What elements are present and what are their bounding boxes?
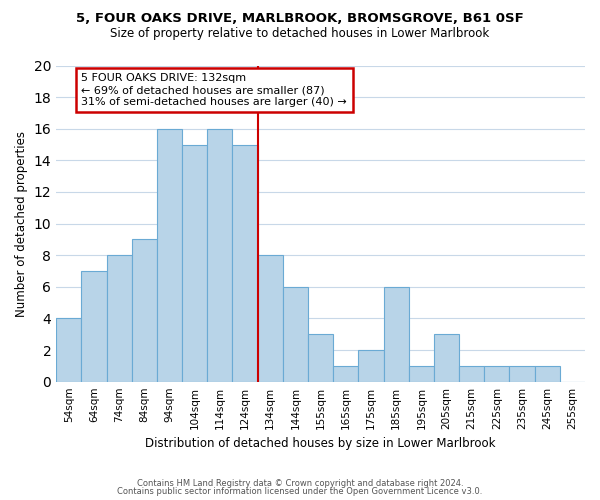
Bar — [56, 318, 82, 382]
Text: Size of property relative to detached houses in Lower Marlbrook: Size of property relative to detached ho… — [110, 28, 490, 40]
Bar — [283, 287, 308, 382]
Bar — [257, 255, 283, 382]
Bar — [383, 287, 409, 382]
Bar — [409, 366, 434, 382]
Bar — [333, 366, 358, 382]
Text: 5 FOUR OAKS DRIVE: 132sqm
← 69% of detached houses are smaller (87)
31% of semi-: 5 FOUR OAKS DRIVE: 132sqm ← 69% of detac… — [82, 74, 347, 106]
Bar — [107, 255, 132, 382]
Bar — [232, 144, 257, 382]
Bar — [358, 350, 383, 382]
Bar — [308, 334, 333, 382]
Bar — [157, 128, 182, 382]
Text: Contains public sector information licensed under the Open Government Licence v3: Contains public sector information licen… — [118, 487, 482, 496]
Bar — [459, 366, 484, 382]
Bar — [535, 366, 560, 382]
X-axis label: Distribution of detached houses by size in Lower Marlbrook: Distribution of detached houses by size … — [145, 437, 496, 450]
Bar — [182, 144, 207, 382]
Text: Contains HM Land Registry data © Crown copyright and database right 2024.: Contains HM Land Registry data © Crown c… — [137, 478, 463, 488]
Bar — [132, 240, 157, 382]
Bar — [207, 128, 232, 382]
Y-axis label: Number of detached properties: Number of detached properties — [15, 130, 28, 316]
Bar — [82, 271, 107, 382]
Text: 5, FOUR OAKS DRIVE, MARLBROOK, BROMSGROVE, B61 0SF: 5, FOUR OAKS DRIVE, MARLBROOK, BROMSGROV… — [76, 12, 524, 26]
Bar — [509, 366, 535, 382]
Bar — [484, 366, 509, 382]
Bar — [434, 334, 459, 382]
